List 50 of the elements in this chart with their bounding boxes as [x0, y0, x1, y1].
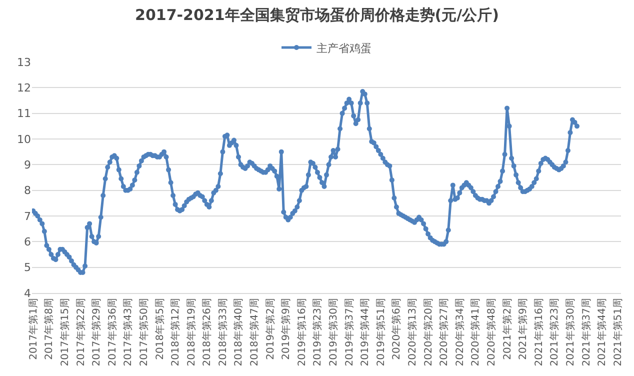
x-tick-label: 2018年第33周 — [216, 298, 229, 366]
x-tick-label: 2019年第37周 — [343, 298, 356, 366]
x-tick-label: 2018年第40周 — [232, 298, 245, 366]
x-tick-label: 2019年第2周 — [264, 298, 276, 360]
x-tick-label: 2021年第23周 — [548, 298, 561, 366]
x-tick-label: 2017年第8周 — [43, 298, 56, 360]
y-tick-label: 7 — [24, 210, 31, 223]
x-tick-label: 2020年第41周 — [470, 298, 482, 366]
x-tick-label: 2017年第29周 — [90, 298, 103, 366]
y-tick-label: 13 — [17, 56, 31, 69]
x-tick-label: 2019年第30周 — [328, 298, 340, 366]
x-tick-label: 2019年第23周 — [312, 298, 324, 366]
y-tick-label: 11 — [17, 107, 31, 120]
y-tick-label: 10 — [17, 132, 31, 146]
legend-label: 主产省鸡蛋 — [316, 42, 372, 55]
x-tick-label: 2020年第48周 — [485, 298, 498, 366]
x-tick-label: 2020年第27周 — [438, 298, 450, 366]
x-tick-label: 2020年第6周 — [390, 298, 403, 360]
x-tick-label: 2021年第16周 — [532, 298, 545, 366]
x-tick-label: 2019年第51周 — [374, 298, 387, 366]
x-tick-label: 2021年第9周 — [517, 298, 530, 360]
x-tick-label: 2018年第5周 — [154, 298, 166, 360]
x-tick-label: 2017年第43周 — [122, 298, 134, 366]
x-tick-label: 2020年第20周 — [422, 298, 434, 366]
x-tick-label: 2018年第47周 — [248, 298, 261, 366]
x-tick-label: 2018年第19周 — [185, 298, 198, 366]
x-tick-label: 2021年第37周 — [580, 298, 592, 366]
x-tick-label: 2017年第50周 — [138, 298, 150, 366]
chart-title: 2017-2021年全国集贸市场蛋价周价格走势(元/公斤) — [135, 6, 499, 24]
y-tick-label: 8 — [24, 184, 31, 198]
x-tick-label: 2021年第30周 — [564, 298, 576, 366]
x-tick-label: 2018年第26周 — [201, 298, 214, 366]
y-tick-label: 6 — [24, 236, 31, 249]
x-tick-label: 2021年第44周 — [596, 298, 608, 366]
x-tick-label: 2019年第16周 — [296, 298, 308, 366]
x-tick-label: 2017年第36周 — [106, 298, 118, 366]
y-tick-label: 9 — [24, 158, 31, 172]
x-tick-label: 2019年第44周 — [359, 298, 372, 366]
x-tick-label: 2017年第15周 — [58, 298, 71, 366]
y-tick-label: 4 — [24, 286, 31, 300]
x-tick-label: 2017年第22周 — [74, 298, 87, 366]
x-tick-label: 2020年第34周 — [454, 298, 466, 366]
x-tick-label: 2020年第13周 — [406, 298, 418, 366]
x-tick-label: 2017年第1周 — [27, 298, 40, 360]
x-tick-label: 2018年第12周 — [170, 298, 182, 366]
x-tick-label: 2019年第9周 — [280, 298, 292, 360]
x-tick-label: 2021年第51周 — [612, 298, 624, 366]
y-tick-label: 5 — [24, 261, 31, 274]
x-tick-label: 2021年第2周 — [501, 298, 514, 360]
y-tick-label: 12 — [17, 82, 31, 95]
